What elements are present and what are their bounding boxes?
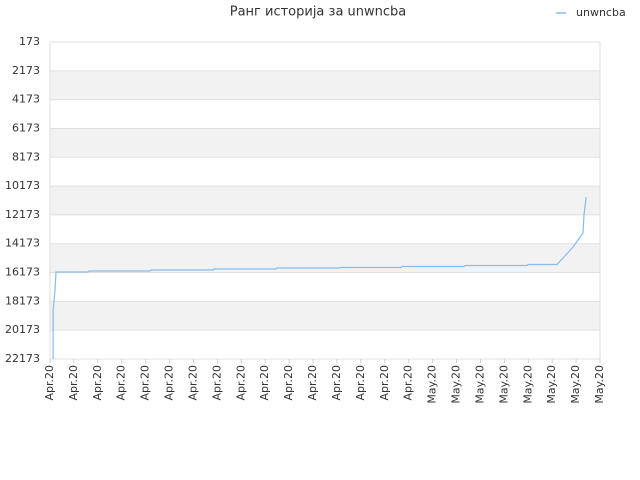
grid-band	[50, 128, 600, 158]
y-tick-label: 20173	[5, 323, 40, 336]
y-tick-label: 8173	[12, 150, 40, 163]
x-tick-label: Apr.20	[402, 365, 415, 401]
y-tick-label: 18173	[5, 294, 40, 307]
y-tick-label: 2173	[12, 64, 40, 77]
x-tick-label: May.20	[497, 365, 510, 404]
x-tick-label: Apr.20	[234, 365, 247, 401]
x-tick-label: Apr.20	[139, 365, 152, 401]
y-tick-label: 22173	[5, 352, 40, 365]
x-tick-label: May.20	[521, 365, 534, 404]
x-tick-label: Apr.20	[378, 365, 391, 401]
x-tick-label: Apr.20	[91, 365, 104, 401]
x-tick-label: Apr.20	[306, 365, 319, 401]
x-tick-label: May.20	[593, 365, 606, 404]
y-tick-label: 10173	[5, 179, 40, 192]
x-tick-label: May.20	[473, 365, 486, 404]
x-tick-label: May.20	[426, 365, 439, 404]
x-tick-label: May.20	[569, 365, 582, 404]
x-tick-label: Apr.20	[67, 365, 80, 401]
y-tick-label: 4173	[12, 93, 40, 106]
y-tick-label: 14173	[5, 237, 40, 250]
x-tick-label: May.20	[450, 365, 463, 404]
grid-band	[50, 70, 600, 100]
y-tick-label: 173	[19, 35, 40, 48]
x-tick-label: Apr.20	[186, 365, 199, 401]
x-tick-label: Apr.20	[258, 365, 271, 401]
x-tick-label: Apr.20	[163, 365, 176, 401]
x-tick-label: Apr.20	[330, 365, 343, 401]
x-tick-label: May.20	[545, 365, 558, 404]
x-tick-label: Apr.20	[210, 365, 223, 401]
data-line	[52, 196, 587, 359]
x-tick-label: Apr.20	[354, 365, 367, 401]
x-tick-label: Apr.20	[43, 365, 56, 401]
legend-label: unwncba	[576, 6, 626, 19]
grid-band	[50, 301, 600, 331]
y-tick-label: 16173	[5, 266, 40, 279]
grid-band	[50, 186, 600, 215]
y-tick-label: 6173	[12, 121, 40, 134]
x-tick-label: Apr.20	[282, 365, 295, 401]
x-tick-label: Apr.20	[115, 365, 128, 401]
chart-title: Ранг историја за unwncba	[230, 5, 407, 20]
y-tick-label: 12173	[5, 208, 40, 221]
